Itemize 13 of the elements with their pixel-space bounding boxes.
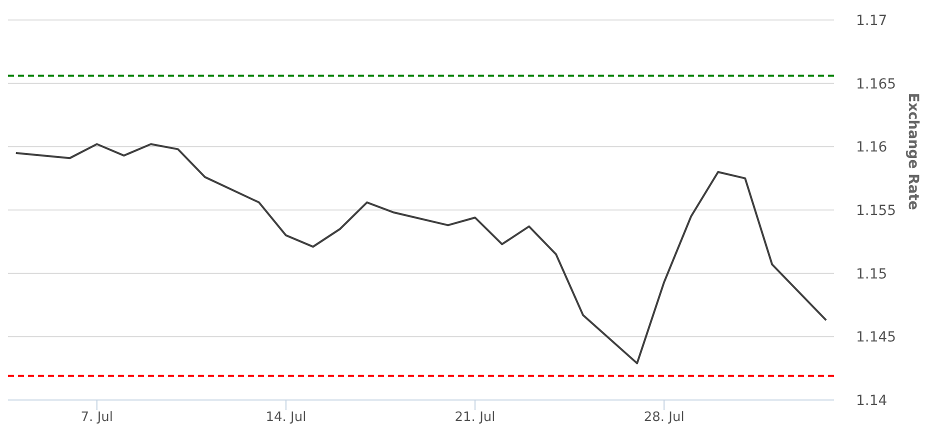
y-tick-label: 1.145	[856, 330, 896, 346]
y-tick-label: 1.155	[856, 202, 896, 219]
x-tick-label: 7. Jul	[80, 410, 114, 426]
y-tick-label: 1.15	[856, 266, 888, 282]
line-series	[14, 143, 828, 364]
y-tick-label: 1.14	[856, 392, 888, 409]
x-tick-label: 14. Jul	[266, 410, 306, 426]
y-tick-label: 1.17	[856, 12, 888, 29]
y-tick-label: 1.16	[856, 140, 888, 156]
x-tick-label: 21. Jul	[454, 410, 496, 426]
y-tick-label: 1.165	[856, 76, 896, 92]
y-axis-title: Exchange Rate	[905, 92, 922, 210]
x-tick-label: 28. Jul	[644, 410, 684, 426]
